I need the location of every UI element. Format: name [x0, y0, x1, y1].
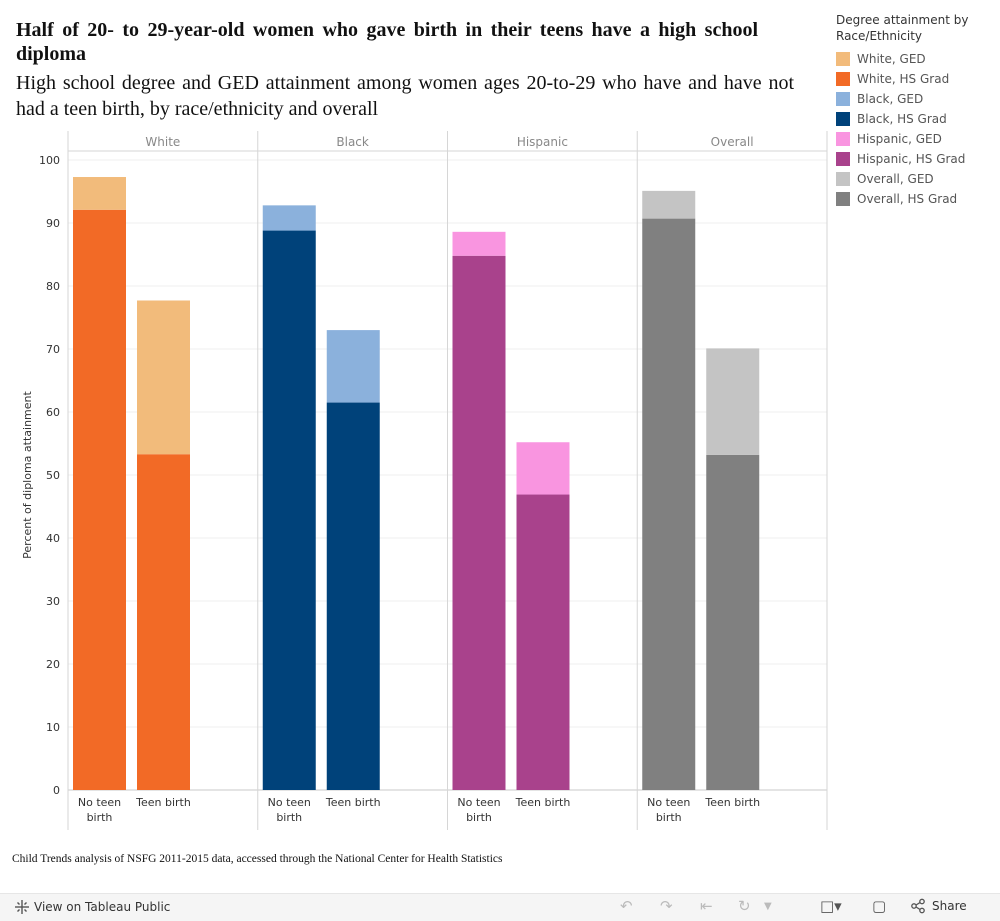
y-axis-label: Percent of diploma attainment — [21, 390, 34, 558]
legend-item[interactable]: White, GED — [836, 49, 996, 69]
legend-label: Black, GED — [857, 92, 924, 106]
legend-swatch — [836, 172, 850, 186]
bar-segment — [262, 205, 316, 231]
share-button[interactable]: Share — [910, 898, 967, 914]
x-tick-label-line: No teen — [647, 796, 690, 809]
legend-label: Overall, HS Grad — [857, 192, 958, 206]
bar-segment — [642, 218, 696, 791]
legend-swatch — [836, 52, 850, 66]
x-tick-label-line: No teen — [78, 796, 121, 809]
y-tick-label: 100 — [39, 154, 60, 167]
revert-icon[interactable]: ⇤ — [700, 897, 713, 915]
bar-segment — [452, 231, 506, 256]
y-tick-label: 20 — [46, 658, 60, 671]
y-tick-label: 60 — [46, 406, 60, 419]
y-tick-label: 90 — [46, 217, 60, 230]
y-tick-label: 40 — [46, 532, 60, 545]
legend-swatch — [836, 92, 850, 106]
legend-item[interactable]: Hispanic, GED — [836, 129, 996, 149]
download-icon[interactable]: □▾ — [820, 897, 842, 915]
x-tick-label: Teen birth — [135, 796, 191, 809]
x-tick-label: No teen birth — [647, 796, 690, 824]
bar-segment — [326, 330, 380, 403]
y-tick-label: 70 — [46, 343, 60, 356]
bar-segment — [326, 402, 380, 790]
legend: Degree attainment by Race/Ethnicity Whit… — [836, 12, 996, 209]
fullscreen-icon[interactable]: ▢ — [872, 897, 887, 915]
x-tick-label: No teen birth — [78, 796, 121, 824]
panel-header: Black — [336, 135, 369, 149]
bar-segment — [452, 255, 506, 790]
legend-items: White, GED White, HS Grad Black, GED Black,… — [836, 49, 996, 209]
legend-label: Overall, GED — [857, 172, 934, 186]
pause-icon[interactable]: ▼ — [764, 901, 772, 912]
legend-label: Hispanic, HS Grad — [857, 152, 966, 166]
tableau-icon — [15, 900, 29, 914]
bar-segment — [73, 177, 126, 210]
chart-subtitle: High school degree and GED attainment am… — [16, 72, 794, 120]
x-tick-label: Teen birth — [704, 796, 760, 809]
x-tick-label: Teen birth — [325, 796, 381, 809]
x-tick-label-line: birth — [656, 811, 682, 824]
redo-icon[interactable]: ↷ — [660, 897, 673, 915]
x-tick-label: Teen birth — [515, 796, 571, 809]
chart-title: Half of 20- to 29-year-old women who gav… — [16, 19, 758, 65]
legend-label: White, HS Grad — [857, 72, 950, 86]
x-tick-label-line: birth — [276, 811, 302, 824]
view-on-tableau-label: View on Tableau Public — [34, 900, 171, 914]
legend-swatch — [836, 72, 850, 86]
legend-item[interactable]: White, HS Grad — [836, 69, 996, 89]
y-tick-label: 30 — [46, 595, 60, 608]
y-tick-label: 80 — [46, 280, 60, 293]
share-icon — [911, 898, 925, 914]
y-tick-label: 50 — [46, 469, 60, 482]
bar-segment — [706, 454, 760, 790]
legend-label: White, GED — [857, 52, 926, 66]
view-on-tableau-link[interactable]: View on Tableau Public — [15, 900, 171, 914]
x-tick-label: No teen birth — [457, 796, 500, 824]
chart: 0 10 20 30 40 50 60 70 80 90 100 Percent of diploma… — [21, 131, 828, 830]
legend-swatch — [836, 192, 850, 206]
bar-segment — [262, 230, 316, 790]
panel-header: Overall — [711, 135, 754, 149]
x-tick-label: No teen birth — [268, 796, 311, 824]
source-note: Child Trends analysis of NSFG 2011-2015 … — [12, 853, 503, 865]
legend-swatch — [836, 132, 850, 146]
refresh-icon[interactable]: ↻ — [738, 897, 751, 915]
tableau-toolbar: View on Tableau Public ↶ ↷ ⇤ ↻ ▼ □▾ ▢ Sh… — [0, 893, 1000, 921]
x-tick-label-line: birth — [87, 811, 113, 824]
legend-item[interactable]: Overall, HS Grad — [836, 189, 996, 209]
legend-title: Degree attainment by Race/Ethnicity — [836, 13, 969, 43]
legend-item[interactable]: Overall, GED — [836, 169, 996, 189]
legend-item[interactable]: Hispanic, HS Grad — [836, 149, 996, 169]
legend-label: Black, HS Grad — [857, 112, 947, 126]
x-tick-label-line: birth — [466, 811, 492, 824]
bar-segment — [516, 494, 570, 790]
bar-segment — [137, 300, 190, 455]
bar-segment — [516, 442, 570, 495]
bar-segment — [137, 454, 190, 790]
legend-swatch — [836, 112, 850, 126]
bar-segment — [706, 348, 760, 455]
panel-header: White — [145, 135, 180, 149]
legend-label: Hispanic, GED — [857, 132, 942, 146]
panel-header: Hispanic — [517, 135, 568, 149]
y-tick-label: 10 — [46, 721, 60, 734]
bar-segment — [642, 190, 696, 219]
legend-item[interactable]: Black, GED — [836, 89, 996, 109]
legend-item[interactable]: Black, HS Grad — [836, 109, 996, 129]
legend-swatch — [836, 152, 850, 166]
x-tick-label-line: No teen — [268, 796, 311, 809]
y-tick-label: 0 — [53, 784, 60, 797]
x-tick-label-line: No teen — [457, 796, 500, 809]
bar-segment — [73, 209, 126, 790]
undo-icon[interactable]: ↶ — [620, 897, 633, 915]
share-label: Share — [932, 899, 967, 913]
